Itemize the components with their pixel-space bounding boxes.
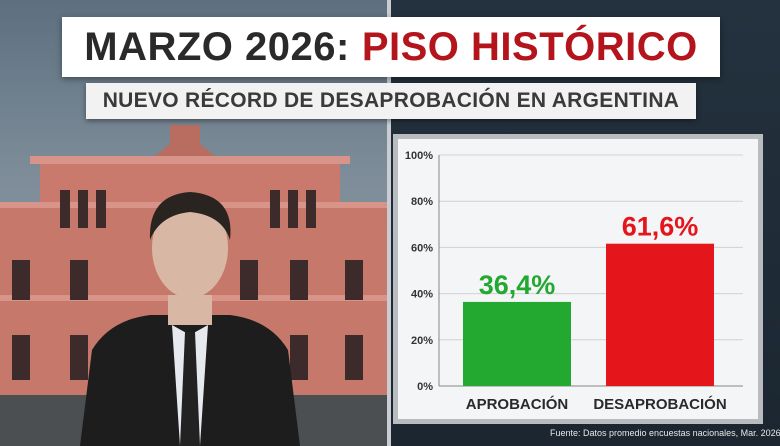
bar-aprobacion <box>463 301 571 386</box>
source-note: Fuente: Datos promedio encuestas naciona… <box>550 428 780 438</box>
vertical-divider <box>387 0 391 446</box>
bar-value-label: 36,4% <box>479 270 556 300</box>
headline-part-1: MARZO 2026: <box>84 24 350 69</box>
bar-desaprobacion <box>606 243 714 386</box>
casa-rosada-illustration <box>0 125 387 446</box>
subheadline: NUEVO RÉCORD DE DESAPROBACIÓN EN ARGENTI… <box>102 89 680 112</box>
y-tick-label: 20% <box>411 335 433 347</box>
y-tick-label: 100% <box>405 150 433 162</box>
category-label: DESAPROBACIÓN <box>593 395 726 413</box>
y-tick-label: 0% <box>417 381 433 393</box>
category-label: APROBACIÓN <box>466 395 569 413</box>
headline-part-2: PISO HISTÓRICO <box>361 24 698 69</box>
approval-bar-chart: 0% 20% 40% 60% 80% 100% 36,4% APROBACIÓN 61,6% DE… <box>405 150 743 413</box>
y-tick-label: 60% <box>411 242 433 254</box>
y-tick-label: 40% <box>411 289 433 301</box>
bar-value-label: 61,6% <box>622 212 699 242</box>
y-tick-label: 80% <box>411 196 433 208</box>
subheadline-box: NUEVO RÉCORD DE DESAPROBACIÓN EN ARGENTI… <box>86 83 696 119</box>
headline-box: MARZO 2026: PISO HISTÓRICO <box>62 17 720 77</box>
